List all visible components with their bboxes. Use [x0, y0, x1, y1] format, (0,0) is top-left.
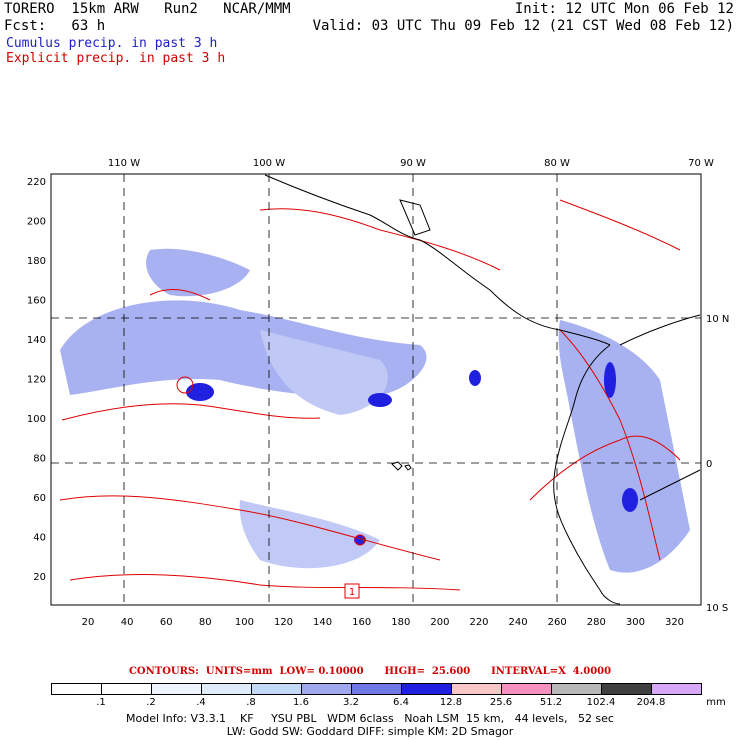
legend-label: 51.2	[539, 697, 563, 708]
legend-unit: mm	[706, 697, 726, 708]
legend-swatch	[101, 683, 152, 695]
bottom-grid-label: 40	[121, 617, 134, 628]
top-lon-label: 90 W	[400, 158, 426, 169]
galapagos-islands	[391, 461, 412, 471]
bottom-grid-label: 260	[548, 617, 567, 628]
legend-swatch	[501, 683, 552, 695]
bottom-grid-label: 80	[199, 617, 212, 628]
legend-label: .4	[196, 697, 206, 708]
legend-swatch	[351, 683, 402, 695]
left-grid-label: 120	[27, 375, 46, 386]
header-init: Init: 12 UTC Mon 06 Feb 12	[514, 1, 734, 17]
right-lat-label: 10 N	[706, 314, 729, 325]
legend-label: 3.2	[343, 697, 359, 708]
legend-label: 204.8	[636, 697, 666, 708]
top-lon-label: 70 W	[688, 158, 714, 169]
left-grid-label: 80	[33, 454, 46, 465]
legend-swatch	[301, 683, 352, 695]
cumulus-intense-cores	[186, 362, 638, 545]
top-lon-label: 80 W	[544, 158, 570, 169]
bottom-grid-label: 180	[391, 617, 410, 628]
left-grid-label: 60	[33, 493, 46, 504]
left-grid-label: 40	[33, 533, 46, 544]
left-grid-label: 160	[27, 296, 46, 307]
legend-label: .1	[96, 697, 106, 708]
left-grid-label: 20	[33, 572, 46, 583]
right-lat-label: 10 S	[706, 603, 728, 614]
legend-label: .2	[146, 697, 156, 708]
map-marker-label: 1	[349, 587, 355, 598]
legend-label: 12.8	[439, 697, 463, 708]
left-grid-label: 180	[27, 256, 46, 267]
map-marker: 1	[344, 583, 360, 599]
bottom-grid-label: 100	[235, 617, 254, 628]
bottom-grid-label: 160	[352, 617, 371, 628]
contours-info: CONTOURS: UNITS=mm LOW= 0.10000 HIGH= 25…	[128, 666, 612, 677]
right-lat-label: 0	[706, 459, 712, 470]
legend-label: 6.4	[393, 697, 409, 708]
bottom-grid-label: 200	[430, 617, 449, 628]
explicit-precip-contours	[59, 199, 681, 591]
legend-swatch	[601, 683, 652, 695]
legend-swatch	[151, 683, 202, 695]
header-valid: Valid: 03 UTC Thu 09 Feb 12 (21 CST Wed …	[312, 18, 734, 34]
legend-swatch	[651, 683, 702, 695]
legend-label: 102.4	[586, 697, 616, 708]
top-lon-label: 100 W	[253, 158, 285, 169]
bottom-grid-label: 140	[313, 617, 332, 628]
cumulus-precip-areas	[60, 248, 690, 573]
legend-swatch	[251, 683, 302, 695]
bottom-grid-label: 240	[509, 617, 528, 628]
left-grid-label: 100	[27, 414, 46, 425]
legend-swatch	[451, 683, 502, 695]
lat-lon-gridlines	[51, 174, 701, 605]
left-grid-label: 140	[27, 335, 46, 346]
left-grid-label: 200	[27, 217, 46, 228]
legend-swatch	[51, 683, 102, 695]
model-info-line2: LW: Godd SW: Goddard DIFF: simple KM: 2D…	[226, 725, 514, 738]
model-info-line1: Model Info: V3.3.1 KF YSU PBL WDM 6class…	[126, 712, 614, 725]
bottom-grid-label: 300	[626, 617, 645, 628]
header-title: TORERO 15km ARW Run2 NCAR/MMM	[4, 1, 291, 17]
legend-swatch	[551, 683, 602, 695]
header-forecast: Fcst: 63 h	[4, 18, 106, 34]
bottom-grid-label: 320	[665, 617, 684, 628]
explicit-label: Explicit precip. in past 3 h	[6, 51, 226, 66]
legend-label: 1.6	[293, 697, 309, 708]
bottom-grid-label: 60	[160, 617, 173, 628]
cumulus-label: Cumulus precip. in past 3 h	[6, 36, 218, 51]
top-lon-label: 110 W	[108, 158, 140, 169]
bottom-grid-label: 20	[82, 617, 95, 628]
bottom-grid-label: 120	[274, 617, 293, 628]
left-grid-label: 220	[27, 177, 46, 188]
bottom-grid-label: 280	[587, 617, 606, 628]
legend-swatch	[401, 683, 452, 695]
legend-label: .8	[246, 697, 256, 708]
legend-label: 25.6	[489, 697, 513, 708]
bottom-grid-label: 220	[469, 617, 488, 628]
legend-swatch	[201, 683, 252, 695]
